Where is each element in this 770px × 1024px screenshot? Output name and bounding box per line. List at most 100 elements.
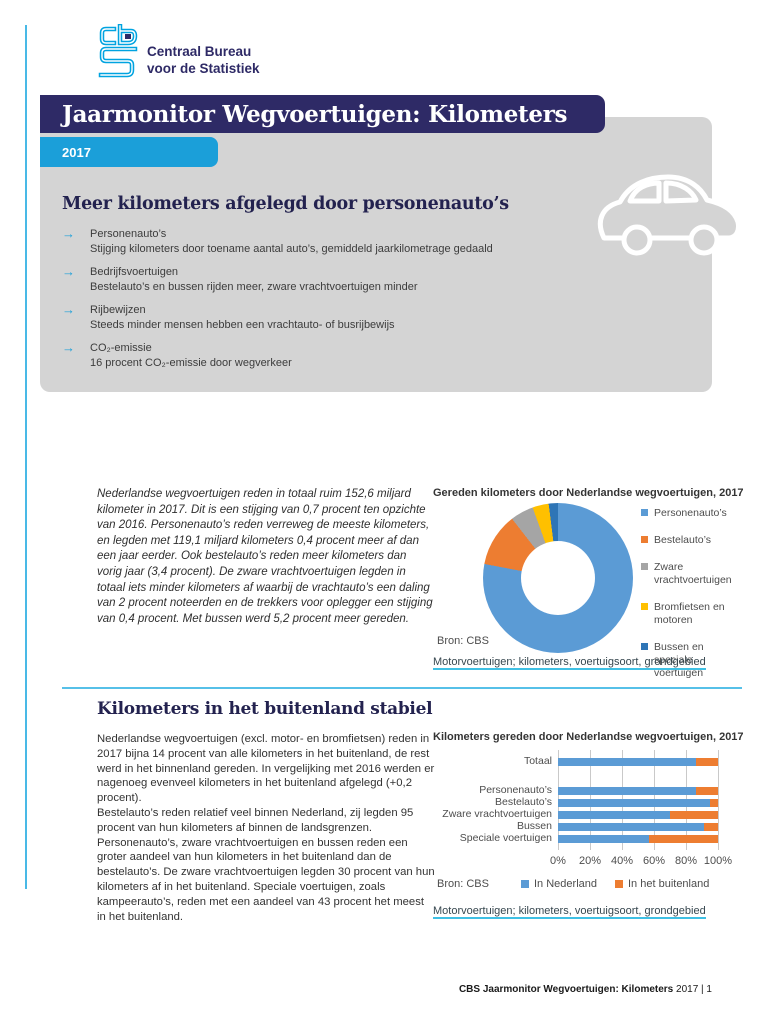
bullet-item: → CO₂-emissie 16 procent CO₂-emissie door … [62, 341, 637, 371]
bullet-text: CO₂-emissie 16 procent CO₂-emissie door w… [90, 342, 292, 369]
bullet-text: Bedrijfsvoertuigen Bestelauto’s en bussen… [90, 266, 418, 293]
section2-paragraphs: Nederlandse wegvoertuigen (excl. motor- … [97, 732, 435, 924]
bar-segment [710, 799, 718, 807]
left-accent-rule [25, 25, 27, 889]
bar-row [558, 811, 718, 819]
legend-label: Personenauto’s [654, 507, 727, 519]
arrow-icon: → [62, 340, 75, 355]
bar-segment [670, 811, 718, 819]
source-note: Bron: CBS [437, 635, 489, 647]
legend-item: Bussen en speciale voertuigen [641, 641, 741, 680]
bar-category-label: Speciale voertuigen [459, 832, 552, 844]
cbs-logo-icon [98, 24, 138, 78]
bar-row [558, 787, 718, 795]
footer-title: CBS Jaarmonitor Wegvoertuigen: Kilometer… [458, 984, 674, 995]
section-divider [62, 687, 742, 689]
bar-row [558, 823, 718, 831]
legend-swatch [641, 563, 648, 570]
axis-tick-label: 100% [703, 855, 733, 867]
statline-link-1[interactable]: Motorvoertuigen; kilometers, voertuigsoo… [433, 656, 706, 670]
bullet-item: → Rijbewijzen Steeds minder mensen hebben … [62, 303, 637, 333]
legend-swatch [641, 536, 648, 543]
arrow-icon: → [62, 302, 75, 317]
donut-chart: Gereden kilometers door Nederlandse wegv… [433, 487, 744, 679]
logo-line1: Centraal Bureau [147, 44, 252, 59]
bar-segment [695, 787, 718, 795]
legend-swatch [641, 603, 648, 610]
donut-hole [521, 541, 595, 615]
bar-segment [558, 799, 710, 807]
legend-item: Bromfietsen en motoren [641, 601, 741, 627]
legend-item: Bestelauto’s [641, 534, 741, 547]
section2-paragraph-2: Bestelauto’s reden relatief veel binnen … [97, 806, 435, 923]
intro-paragraph: Nederlandse wegvoertuigen reden in totaa… [97, 488, 433, 625]
bar-category-label: Totaal [523, 755, 552, 767]
legend-label: Zware vrachtvoertuigen [654, 561, 732, 586]
section2-paragraph-1: Nederlandse wegvoertuigen (excl. motor- … [97, 733, 435, 805]
legend-item: Zware vrachtvoertuigen [641, 561, 741, 587]
legend-label: In Nederland [534, 878, 597, 890]
axis-tick-label: 20% [578, 855, 602, 867]
bar-segment [703, 823, 718, 831]
axis-tick-label: 80% [674, 855, 698, 867]
report-title: Jaarmonitor Wegvoertuigen: Kilometers [62, 100, 568, 128]
year-label: 2017 [62, 144, 91, 160]
hero-heading: Meer kilometers afgelegd door personenau… [62, 194, 509, 214]
legend-item: In het buitenland [615, 878, 709, 890]
bar-segment [558, 823, 704, 831]
title-banner: Jaarmonitor Wegvoertuigen: Kilometers [40, 95, 605, 133]
donut-chart-title: Gereden kilometers door Nederlandse wegv… [433, 487, 744, 499]
bar-segment [558, 835, 650, 843]
source-note: Bron: CBS [437, 878, 489, 890]
bar-segment [649, 835, 718, 843]
bar-legend: In Nederland In het buitenland [521, 878, 709, 890]
bar-chart: Kilometers gereden door Nederlandse wegv… [433, 731, 744, 901]
legend-item: In Nederland [521, 878, 597, 890]
bullet-text: Rijbewijzen Steeds minder mensen hebben e… [90, 304, 395, 331]
bar-category-label: Bussen [516, 820, 552, 832]
donut-plot [483, 503, 633, 653]
legend-swatch [615, 880, 623, 888]
statline-link-2[interactable]: Motorvoertuigen; kilometers, voertuigsoo… [433, 905, 706, 919]
bullet-text: Personenauto’s Stijging kilometers door t… [90, 228, 493, 255]
legend-label: Bromfietsen en motoren [654, 601, 725, 626]
bar-category-label: Personenauto’s [479, 784, 552, 796]
legend-swatch [641, 509, 648, 516]
bar-category-label: Zware vrachtvoertuigen [442, 808, 552, 820]
bar-plot [558, 750, 719, 850]
page-footer: CBS Jaarmonitor Wegvoertuigen: Kilometer… [459, 984, 712, 995]
bar-row [558, 799, 718, 807]
arrow-icon: → [62, 264, 75, 279]
bar-segment [558, 787, 696, 795]
legend-swatch [641, 643, 648, 650]
link-wrap: Motorvoertuigen; kilometers, voertuigsoo… [433, 901, 706, 919]
section2-heading: Kilometers in het buitenland stabiel [97, 699, 433, 719]
bar-chart-title: Kilometers gereden door Nederlandse wegv… [433, 731, 744, 743]
car-icon [597, 174, 741, 256]
link-wrap: Motorvoertuigen; kilometers, voertuigsoo… [433, 652, 706, 670]
bar-segment [558, 811, 670, 819]
logo-wordmark: Centraal Bureau voor de Statistiek [147, 43, 260, 77]
legend-label: Bussen en speciale voertuigen [654, 641, 704, 679]
axis-tick-label: 0% [550, 855, 566, 867]
bullet-item: → Bedrijfsvoertuigen Bestelauto’s en busse… [62, 265, 637, 295]
bar-category-label: Bestelauto’s [494, 796, 552, 808]
legend-label: In het buitenland [628, 878, 710, 890]
arrow-icon: → [62, 226, 75, 241]
bar-row [558, 758, 718, 766]
logo-line2: voor de Statistiek [147, 61, 260, 76]
bar-segment [695, 758, 718, 766]
axis-tick-label: 60% [642, 855, 666, 867]
footer-page-number: 2017 | 1 [673, 984, 712, 995]
hero-bullet-list: → Personenauto’s Stijging kilometers door … [62, 227, 637, 379]
bullet-item: → Personenauto’s Stijging kilometers door … [62, 227, 637, 257]
year-tab: 2017 [40, 137, 218, 167]
gridline [718, 750, 719, 850]
legend-swatch [521, 880, 529, 888]
bar-segment [558, 758, 696, 766]
bar-row [558, 835, 718, 843]
legend-item: Personenauto’s [641, 507, 741, 520]
donut-legend: Personenauto’s Bestelauto’s Zware vrachtvo… [641, 507, 741, 680]
axis-tick-label: 40% [610, 855, 634, 867]
